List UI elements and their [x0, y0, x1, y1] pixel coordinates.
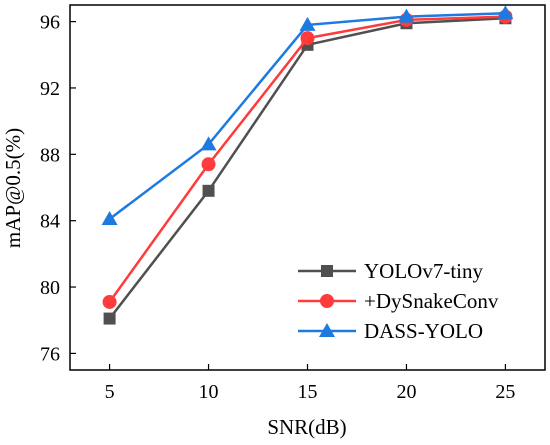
y-tick-label: 80 — [40, 277, 60, 299]
legend-marker — [320, 294, 334, 308]
x-tick-label: 10 — [199, 381, 219, 403]
y-tick-label: 92 — [40, 78, 60, 100]
legend-item: DASS-YOLO — [298, 319, 483, 343]
y-tick-label: 96 — [40, 12, 60, 34]
legend-label: YOLOv7-tiny — [364, 259, 483, 283]
x-axis-title: SNR(dB) — [267, 415, 346, 439]
legend: YOLOv7-tiny +DySnakeConv DASS-YOLO — [298, 259, 499, 343]
legend-item: +DySnakeConv — [298, 289, 499, 313]
legend-label: DASS-YOLO — [364, 319, 483, 343]
x-tick-label: 25 — [495, 381, 515, 403]
data-point — [201, 157, 216, 172]
plot-frame — [69, 4, 546, 371]
y-tick-label: 84 — [40, 211, 60, 233]
axis-ticks: 5 10 15 20 25 76 80 84 88 92 96 — [40, 12, 515, 403]
x-tick-label: 15 — [298, 381, 318, 403]
x-tick-label: 20 — [396, 381, 416, 403]
data-point — [102, 294, 117, 309]
series-2 — [101, 5, 514, 226]
y-tick-label: 76 — [40, 343, 60, 365]
data-point — [299, 16, 316, 31]
y-tick-label: 88 — [40, 144, 60, 166]
data-point — [103, 312, 116, 325]
data-point — [398, 8, 415, 23]
legend-label: +DySnakeConv — [364, 289, 499, 313]
x-tick-label: 5 — [105, 381, 115, 403]
data-point — [300, 31, 315, 46]
legend-marker — [321, 265, 333, 277]
data-point — [200, 136, 217, 151]
legend-item: YOLOv7-tiny — [298, 259, 483, 283]
y-axis-title: mAP@0.5(%) — [1, 128, 25, 248]
legend-marker — [319, 323, 335, 337]
data-point — [497, 5, 514, 20]
series-layer — [101, 5, 514, 325]
data-point — [101, 211, 118, 226]
data-point — [202, 184, 215, 197]
